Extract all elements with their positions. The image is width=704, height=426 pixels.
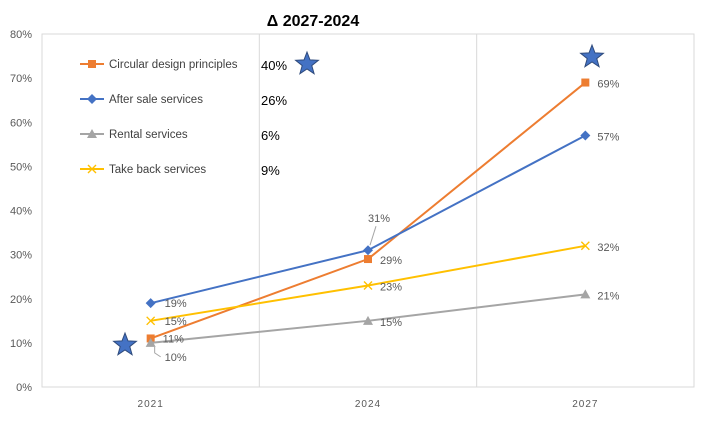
data-label: 69%	[597, 79, 619, 91]
marker-diamond	[87, 94, 97, 104]
data-label: 31%	[368, 213, 390, 225]
marker-square	[88, 60, 96, 68]
series-line	[150, 81, 586, 340]
marker-x	[87, 164, 97, 174]
y-tick-label: 0%	[16, 382, 32, 394]
delta-value: 26%	[261, 93, 287, 108]
data-label: 10%	[165, 352, 187, 364]
marker-square	[581, 78, 590, 87]
data-label: 19%	[165, 298, 187, 310]
star-icon	[579, 43, 605, 68]
chart-title: Δ 2027-2024	[267, 13, 360, 30]
delta-value: 40%	[261, 58, 287, 73]
delta-value: 9%	[261, 163, 280, 178]
data-label: 23%	[380, 282, 402, 294]
y-tick-label: 10%	[10, 338, 32, 350]
data-label: 15%	[165, 316, 187, 328]
data-label: 32%	[597, 242, 619, 254]
x-tick-label: 2021	[138, 399, 164, 410]
marker-x	[580, 241, 590, 251]
data-label: 29%	[380, 255, 402, 267]
y-tick-label: 20%	[10, 294, 32, 306]
marker-triangle	[580, 289, 591, 299]
marker-x	[363, 281, 373, 291]
y-tick-label: 30%	[10, 250, 32, 262]
marker-diamond	[580, 130, 591, 141]
leader-line	[154, 346, 161, 358]
data-label: 11%	[163, 333, 184, 345]
marker-x	[146, 316, 156, 326]
legend-label: Take back services	[109, 164, 206, 176]
marker-triangle	[145, 337, 156, 347]
data-label: 21%	[597, 290, 619, 302]
data-label: 57%	[597, 131, 619, 143]
legend-label: Circular design principles	[109, 59, 238, 71]
star-icon	[294, 50, 320, 75]
delta-value: 6%	[261, 128, 280, 143]
y-tick-label: 60%	[10, 117, 32, 129]
marker-triangle	[87, 129, 97, 138]
marker-triangle	[363, 315, 373, 325]
marker-diamond	[145, 298, 156, 309]
marker-diamond	[363, 245, 373, 256]
x-tick-label: 2024	[355, 399, 381, 410]
star-icon	[112, 331, 138, 356]
y-tick-label: 40%	[10, 206, 32, 218]
plot-area	[41, 33, 695, 388]
leader-line	[369, 226, 377, 246]
y-tick-label: 80%	[10, 29, 32, 41]
x-tick-label: 2027	[572, 399, 598, 410]
data-label: 15%	[380, 317, 402, 329]
legend-label: After sale services	[109, 94, 203, 106]
marker-square	[364, 255, 372, 264]
y-tick-label: 70%	[10, 73, 32, 85]
y-tick-label: 50%	[10, 161, 32, 173]
legend-label: Rental services	[109, 129, 188, 141]
